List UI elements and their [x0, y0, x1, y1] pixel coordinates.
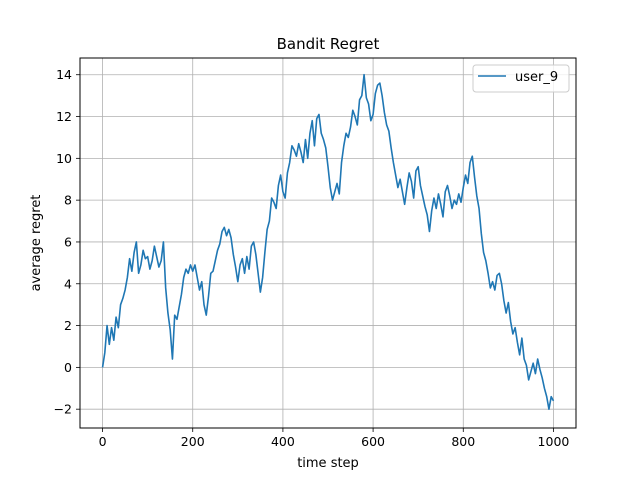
- axes-frame: [79, 57, 577, 429]
- y-tick-label: 4: [64, 276, 72, 291]
- legend-label-user-9: user_9: [515, 70, 558, 85]
- y-tick-label: 14: [56, 67, 72, 82]
- y-tick-label: 0: [64, 360, 72, 375]
- series-layer: [101, 73, 555, 410]
- x-tick-label: 1000: [538, 434, 570, 449]
- y-tick-label: 6: [64, 234, 72, 249]
- y-tick-label: 12: [56, 109, 72, 124]
- y-tick-label: 2: [64, 318, 72, 333]
- x-tick-label: 0: [99, 434, 107, 449]
- x-tick-label: 800: [451, 434, 475, 449]
- y-tick-label: −2: [54, 402, 72, 417]
- x-tick-label: 400: [271, 434, 295, 449]
- y-tick-label: 10: [56, 151, 72, 166]
- series-line-user-9: [101, 73, 555, 410]
- x-tick-label: 600: [361, 434, 385, 449]
- y-axis-label: average regret: [29, 195, 44, 292]
- x-axis-label: time step: [297, 456, 359, 471]
- legend: user_9: [472, 64, 570, 93]
- chart-title: Bandit Regret: [277, 35, 380, 53]
- y-tick-label: 8: [64, 193, 72, 208]
- x-tick-label: 200: [181, 434, 205, 449]
- legend-box: [472, 64, 570, 93]
- ticks: 0 200 400 600 800 1000 −2 0 2 4 6 8 10 12 14: [54, 67, 570, 449]
